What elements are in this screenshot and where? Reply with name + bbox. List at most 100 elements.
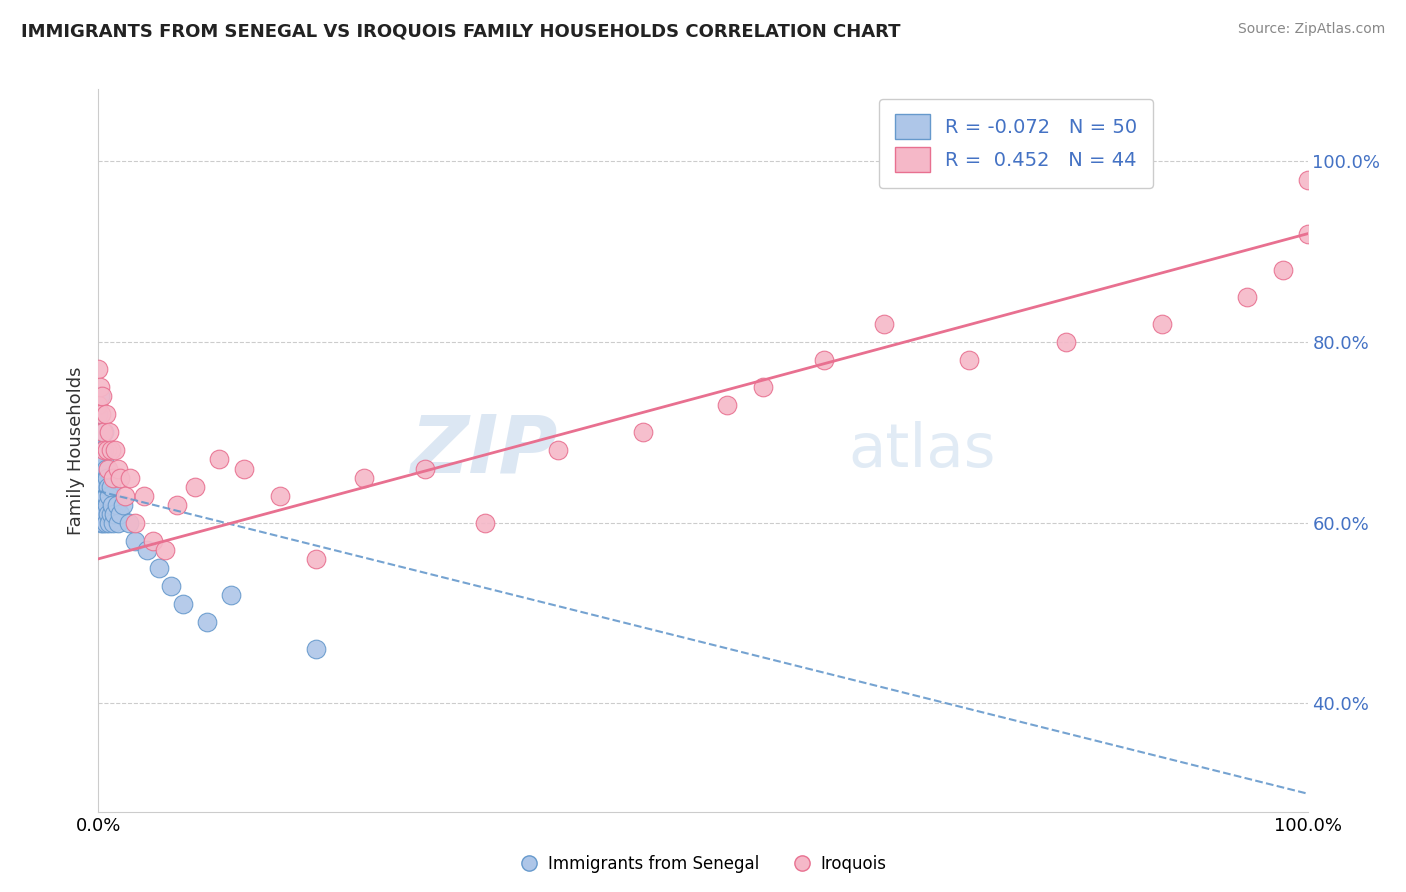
Point [90, 516, 112, 530]
Point [97, 507, 120, 521]
Point [87, 489, 110, 503]
Text: Source: ZipAtlas.com: Source: ZipAtlas.com [1237, 22, 1385, 37]
Point [98, 489, 121, 503]
Point [103, 507, 125, 521]
Point [87, 407, 110, 422]
Point [107, 516, 129, 530]
Point [90, 489, 112, 503]
Point [91, 461, 114, 475]
Point [124, 516, 146, 530]
Point [93, 452, 115, 467]
Point [305, 551, 328, 566]
Point [547, 443, 569, 458]
Point [716, 398, 738, 412]
Point [91, 443, 114, 458]
Legend: R = -0.072   N = 50, R =  0.452   N = 44: R = -0.072 N = 50, R = 0.452 N = 44 [879, 99, 1153, 188]
Point [96, 443, 118, 458]
Point [134, 489, 156, 503]
Point [91, 498, 114, 512]
Point [413, 461, 436, 475]
Point [93, 443, 115, 458]
Point [353, 470, 375, 484]
Point [87, 434, 110, 449]
Point [90, 407, 112, 422]
Point [135, 542, 157, 557]
Point [1054, 334, 1077, 349]
Point [101, 470, 124, 484]
Point [160, 579, 183, 593]
Point [93, 507, 115, 521]
Point [93, 480, 115, 494]
Point [87, 398, 110, 412]
Text: atlas: atlas [848, 421, 995, 480]
Point [957, 353, 980, 368]
Point [153, 542, 176, 557]
Point [148, 561, 170, 575]
Text: IMMIGRANTS FROM SENEGAL VS IROQUOIS FAMILY HOUSEHOLDS CORRELATION CHART: IMMIGRANTS FROM SENEGAL VS IROQUOIS FAMI… [21, 22, 901, 40]
Point [91, 389, 114, 403]
Point [91, 425, 114, 440]
Point [100, 443, 122, 458]
Point [118, 516, 141, 530]
Y-axis label: Family Households: Family Households [66, 367, 84, 534]
Point [94, 516, 117, 530]
Point [184, 480, 207, 494]
Point [96, 498, 118, 512]
Point [94, 407, 117, 422]
Point [269, 489, 291, 503]
Point [91, 489, 114, 503]
Point [87, 461, 110, 475]
Point [96, 470, 118, 484]
Point [873, 317, 896, 331]
Point [1272, 263, 1295, 277]
Point [101, 516, 124, 530]
Point [232, 461, 254, 475]
Point [124, 533, 146, 548]
Point [208, 452, 231, 467]
Point [114, 489, 136, 503]
Point [89, 452, 111, 467]
Point [1152, 317, 1174, 331]
Point [631, 425, 654, 440]
Point [89, 480, 111, 494]
Point [107, 461, 129, 475]
Point [1296, 172, 1319, 186]
Point [104, 443, 127, 458]
Point [98, 425, 121, 440]
Point [1236, 290, 1258, 304]
Point [195, 615, 218, 629]
Point [100, 507, 122, 521]
Point [91, 470, 114, 484]
Point [221, 588, 243, 602]
Text: ZIP: ZIP [411, 411, 558, 490]
Point [94, 461, 117, 475]
Point [100, 498, 122, 512]
Point [752, 380, 775, 394]
Point [118, 470, 141, 484]
Point [89, 389, 111, 403]
Point [474, 516, 496, 530]
Point [89, 507, 111, 521]
Point [93, 425, 115, 440]
Point [305, 642, 328, 657]
Point [813, 353, 835, 368]
Point [89, 380, 111, 394]
Point [94, 489, 117, 503]
Point [105, 498, 128, 512]
Point [90, 461, 112, 475]
Point [108, 507, 131, 521]
Point [1296, 227, 1319, 241]
Point [108, 470, 131, 484]
Point [166, 498, 188, 512]
Legend: Immigrants from Senegal, Iroquois: Immigrants from Senegal, Iroquois [513, 848, 893, 880]
Point [172, 597, 194, 611]
Point [100, 480, 122, 494]
Point [90, 434, 112, 449]
Point [91, 516, 114, 530]
Point [97, 480, 120, 494]
Point [111, 498, 134, 512]
Point [98, 516, 121, 530]
Point [89, 425, 111, 440]
Point [87, 362, 110, 376]
Point [97, 461, 120, 475]
